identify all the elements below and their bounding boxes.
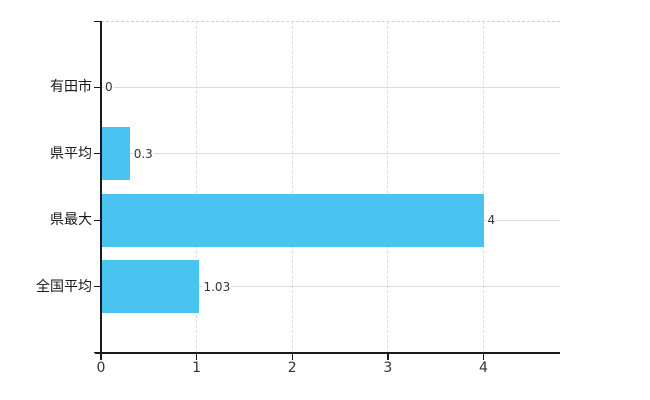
vertical-gridline (387, 21, 389, 353)
x-tick-label: 2 (287, 360, 297, 376)
plot-top-border (101, 21, 560, 22)
x-axis (95, 352, 560, 354)
x-tick-label: 1 (192, 360, 202, 376)
y-axis-tick (94, 86, 101, 88)
bar (102, 260, 200, 314)
y-axis (100, 21, 102, 354)
horizontal-gridline (101, 286, 560, 288)
category-label: 有田市 (50, 79, 92, 96)
horizontal-gridline (101, 86, 560, 88)
x-axis-tick (482, 354, 485, 360)
x-axis-tick (100, 354, 102, 360)
x-axis-tick (195, 354, 198, 360)
category-label: 県最大 (50, 212, 92, 229)
value-label: 1.03 (202, 279, 232, 294)
y-axis-tick (94, 286, 101, 288)
vertical-gridline (291, 21, 293, 353)
y-axis-tick (94, 153, 101, 155)
category-label: 県平均 (50, 145, 92, 162)
value-label: 0 (104, 80, 114, 95)
x-axis-tick (291, 354, 293, 360)
y-axis-end-tick (94, 21, 101, 22)
x-axis-tick (387, 354, 389, 360)
x-tick-label: 0 (96, 360, 106, 376)
value-label: 4 (486, 213, 497, 228)
category-label: 全国平均 (36, 278, 92, 295)
bar (102, 127, 130, 181)
value-label: 0.3 (132, 146, 154, 161)
horizontal-gridline (101, 153, 560, 155)
vertical-gridline (196, 21, 198, 353)
y-axis-tick (94, 219, 101, 221)
bar (102, 193, 484, 247)
x-tick-label: 4 (479, 360, 488, 376)
x-tick-label: 3 (383, 360, 393, 376)
vertical-gridline (483, 21, 484, 353)
